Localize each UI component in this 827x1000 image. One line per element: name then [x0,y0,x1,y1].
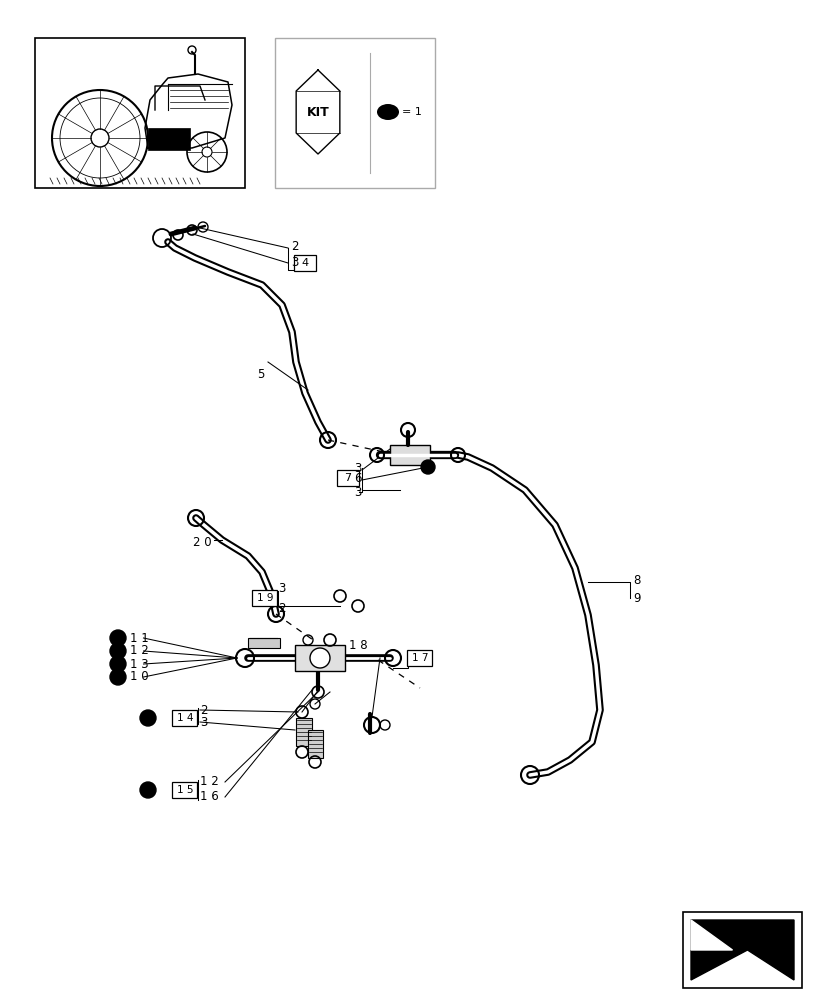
Text: 7: 7 [344,473,351,483]
Circle shape [140,710,155,726]
Text: 2: 2 [290,239,299,252]
Text: 2 0: 2 0 [194,536,212,548]
Text: 1 2: 1 2 [130,645,149,658]
Text: 1 9: 1 9 [256,593,273,603]
Text: 1 0: 1 0 [130,670,148,684]
Text: 1 3: 1 3 [130,658,148,670]
Text: 9: 9 [632,591,640,604]
Text: 6: 6 [354,472,361,485]
Text: 1 1: 1 1 [130,632,149,645]
Bar [407,650,432,666]
Text: 3: 3 [290,256,298,269]
Text: 4: 4 [301,258,308,268]
Bar [248,638,280,648]
Text: 2: 2 [200,704,208,716]
Text: 8: 8 [632,574,639,586]
Polygon shape [691,920,793,980]
Circle shape [420,460,434,474]
Text: 3: 3 [200,716,207,728]
Bar [390,445,429,465]
Text: 1 8: 1 8 [348,639,367,652]
Bar [682,912,801,988]
Bar [295,718,312,746]
Bar [252,590,277,606]
Bar [148,128,189,150]
Bar [337,470,359,486]
Text: = 1: = 1 [402,107,422,117]
Bar [172,710,198,726]
Text: 2: 2 [278,601,285,614]
Text: 1 2: 1 2 [200,775,218,788]
Text: 1 7: 1 7 [411,653,428,663]
Text: 3: 3 [354,486,361,498]
Bar [294,645,345,671]
Circle shape [110,630,126,646]
Text: 3: 3 [278,582,285,595]
Circle shape [309,648,330,668]
Text: 3: 3 [354,462,361,475]
Bar [172,782,198,798]
Text: 1 4: 1 4 [176,713,193,723]
Polygon shape [691,920,732,950]
Circle shape [110,656,126,672]
Text: 5: 5 [257,368,265,381]
Circle shape [140,782,155,798]
Bar [35,38,245,188]
Ellipse shape [376,104,399,120]
Text: KIT: KIT [306,106,329,119]
Circle shape [110,669,126,685]
Bar [308,730,323,758]
Text: 1 6: 1 6 [200,790,218,803]
Bar [294,255,316,271]
Text: 1 5: 1 5 [176,785,193,795]
Circle shape [110,643,126,659]
Bar [275,38,434,188]
